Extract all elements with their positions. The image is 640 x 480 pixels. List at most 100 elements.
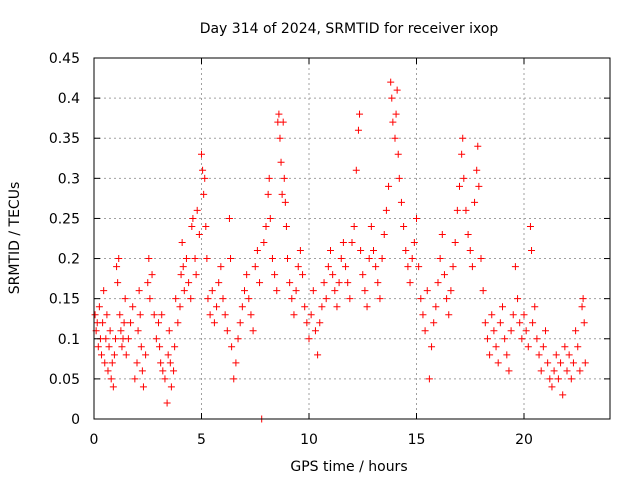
data-point [365,255,373,263]
data-point [177,271,185,279]
data-point [576,367,584,375]
data-point [445,311,453,319]
data-point [251,263,259,271]
data-point [192,271,200,279]
data-point [397,198,405,206]
data-point [539,343,547,351]
axis-ticks: 0 5 10 15 20 0 0.05 0.1 0.15 0.2 0.25 0.3 0.35 0.4 0.4… [49,51,610,448]
data-point [342,263,350,271]
data-point [348,239,356,247]
data-point [305,335,313,343]
data-point [217,263,225,271]
data-point [335,279,343,287]
data-point [320,279,328,287]
data-point [113,263,121,271]
y-tick-label: 0.2 [58,252,80,268]
data-point [389,118,397,126]
data-point [447,287,455,295]
data-point [115,255,123,263]
data-point [288,295,296,303]
data-point [339,239,347,247]
y-tick-label: 0.3 [58,171,80,187]
data-point [234,335,242,343]
data-point [167,383,175,391]
data-point [256,279,264,287]
data-point [333,303,341,311]
data-point [281,198,289,206]
data-point [108,359,116,367]
data-point [569,359,577,367]
data-point [554,375,562,383]
data-point [219,295,227,303]
data-point [378,255,386,263]
data-point [464,230,472,238]
x-tick-label: 20 [515,432,533,448]
data-point [382,206,390,214]
data-point [520,311,528,319]
data-point [198,150,205,158]
data-point [282,222,290,230]
data-point [356,110,364,118]
data-point [394,150,402,158]
data-point [410,239,418,247]
data-point [124,335,132,343]
data-point [354,126,362,134]
data-point [91,311,99,319]
data-point [294,263,302,271]
data-point [164,351,172,359]
data-point [311,327,319,335]
data-point [241,287,248,295]
data-point [511,263,519,271]
data-point [129,303,137,311]
data-point [322,295,330,303]
data-point [135,287,143,295]
data-point [488,311,496,319]
data-point [201,174,209,182]
data-point [522,327,530,335]
data-point [134,327,142,335]
data-point [402,247,410,255]
data-point [391,134,399,142]
data-point [268,255,276,263]
data-point [531,303,539,311]
data-point [260,239,268,247]
data-point [581,359,589,367]
data-point [404,263,412,271]
data-point [120,319,128,327]
data-point [331,287,339,295]
data-point [155,319,162,327]
data-point [419,311,427,319]
data-point [329,271,337,279]
data-point [481,319,489,327]
data-point [449,263,457,271]
data-point [421,327,429,335]
data-point [265,174,273,182]
data-point [137,343,145,351]
data-point [526,222,534,230]
data-point [172,295,180,303]
data-point [247,311,255,319]
y-tick-label: 0.15 [49,292,80,308]
data-point [100,287,108,295]
data-point [122,351,130,359]
data-point [271,271,279,279]
data-point [380,230,388,238]
data-point [245,295,253,303]
data-point [117,327,125,335]
data-point [314,351,322,359]
chart-title: Day 314 of 2024, SRMTID for receiver ixo… [200,21,499,37]
data-point [275,110,283,118]
data-point [388,94,396,102]
x-axis-label: GPS time / hours [290,459,407,475]
data-point [127,319,135,327]
data-point [278,190,286,198]
data-point [499,303,506,311]
data-point [490,327,498,335]
data-point [112,335,119,343]
data-point [200,190,208,198]
data-point [179,263,187,271]
data-point [161,375,169,383]
data-point [158,311,166,319]
data-point [213,303,221,311]
data-point [266,214,274,222]
